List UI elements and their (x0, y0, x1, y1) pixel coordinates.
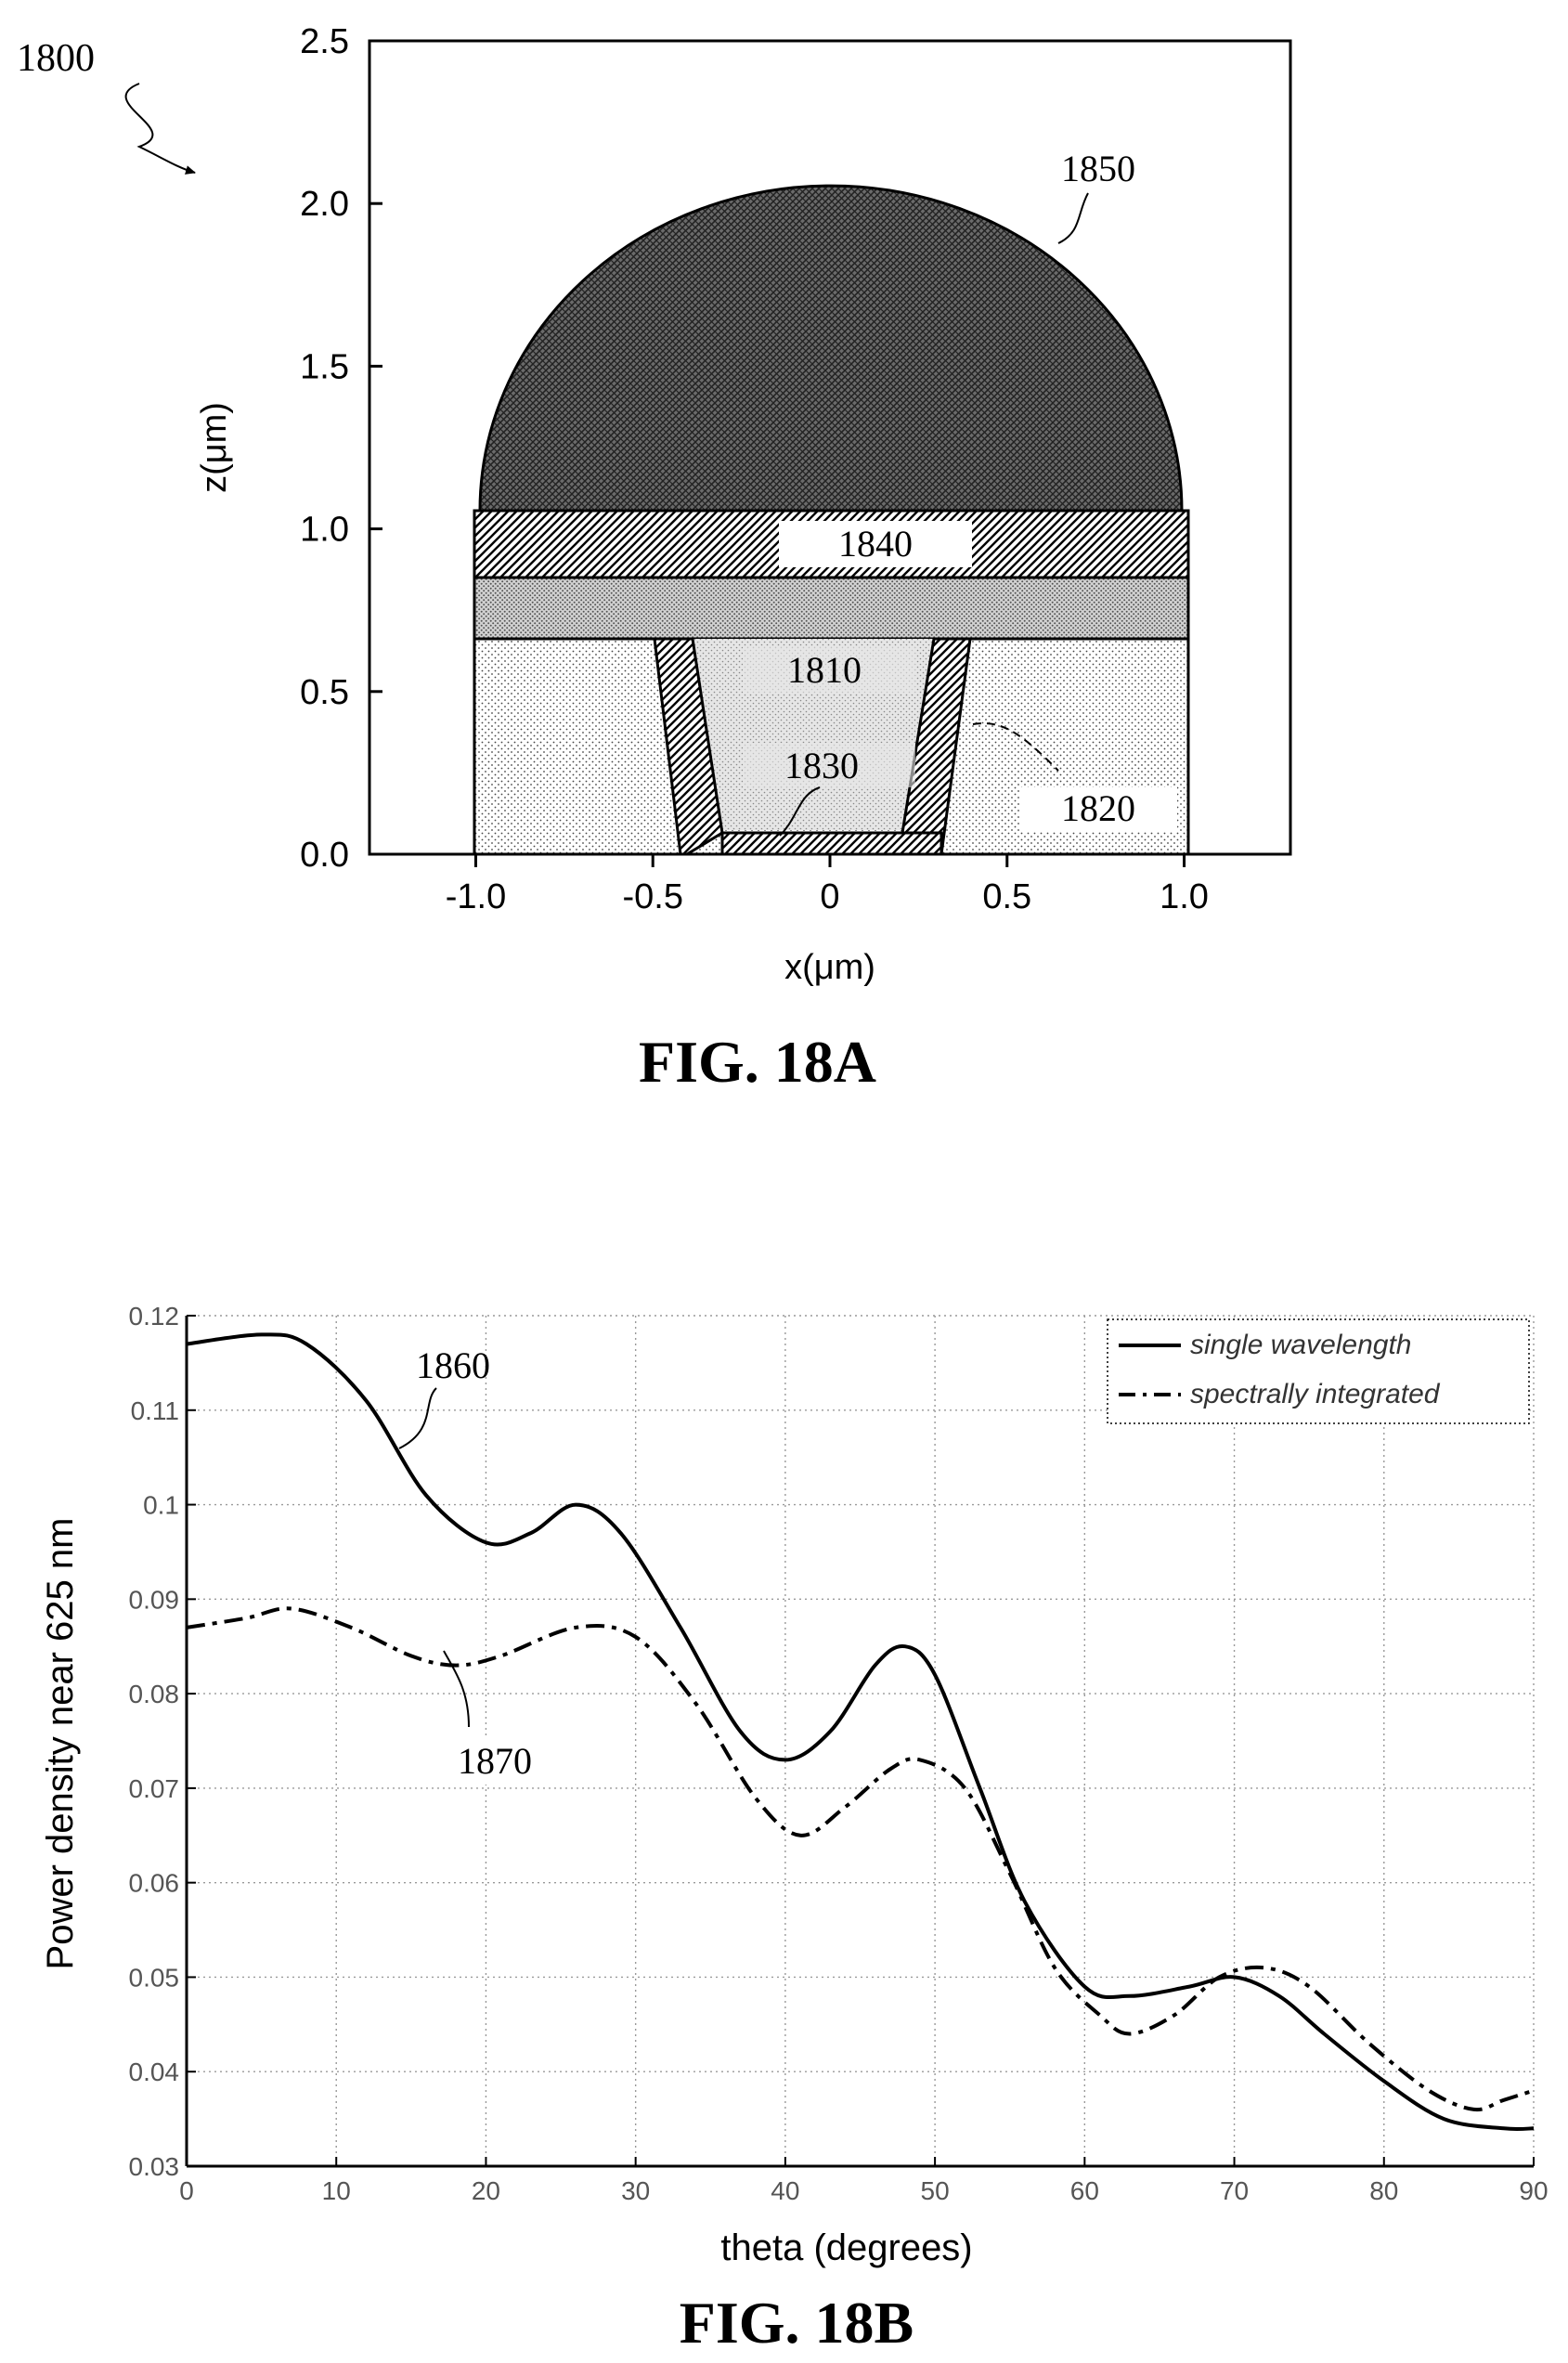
leader-1860 (398, 1387, 437, 1449)
fig18a-xtick-label: 0 (820, 877, 839, 916)
leader-1870 (443, 1650, 470, 1728)
legend-box (1107, 1318, 1530, 1424)
fig18b-ytick-label: 0.09 (129, 1585, 180, 1614)
fig18a-ytick-label: 2.0 (300, 185, 349, 224)
fig18b-legend: single wavelength spectrally integrated (1107, 1318, 1530, 1424)
fig18a-xtick-label: -0.5 (622, 877, 682, 916)
fig18b-ytick-label: 0.12 (129, 1302, 180, 1331)
leader-1850 (1057, 192, 1089, 244)
label-1860: 1860 (416, 1344, 490, 1386)
fig-18b: 0.030.040.050.060.070.080.090.10.110.12 … (40, 1302, 1549, 2356)
fig18b-x-axis: 0 10 20 30 40 50 60 70 80 90 (179, 2157, 1549, 2205)
fig18a-caption: FIG. 18A (639, 1029, 876, 1095)
fig18b-ylabel: Power density near 625 nm (40, 1518, 81, 1970)
fig18b-xtick-label: 20 (472, 2176, 500, 2205)
fig18a-ylabel: z(μm) (195, 402, 234, 493)
label-1810: 1810 (787, 649, 862, 691)
fig18b-ytick-label: 0.03 (129, 2152, 180, 2181)
fig18b-ytick-label: 0.06 (129, 1869, 180, 1898)
fig18a-ytick-label: 0.5 (300, 673, 349, 712)
fig18b-ytick-label: 0.04 (129, 2058, 180, 2086)
fig18a-xtick-label: -1.0 (446, 877, 506, 916)
fig18b-xtick-label: 80 (1369, 2176, 1398, 2205)
fig18a-ytick-label: 1.5 (300, 347, 349, 386)
lens-1850 (478, 184, 1184, 513)
fig18b-xtick-label: 90 (1519, 2176, 1548, 2205)
label-1830: 1830 (784, 745, 859, 786)
fig-18a: 1800 1840 1810 1830 1820 1850 0.0 0.5 1.0 1… (17, 22, 1292, 1095)
wall-left-1820 (653, 637, 724, 856)
fig18a-xlabel: x(μm) (784, 948, 875, 987)
fig18a-ref-number: 1800 (17, 37, 95, 80)
fig18a-y-axis: 0.0 0.5 1.0 1.5 2.0 2.5 (300, 22, 382, 875)
label-1850: 1850 (1061, 148, 1135, 189)
fig18a-xtick-label: 0.5 (982, 877, 1031, 916)
fig18b-series (186, 1332, 1535, 2132)
leader-1830 (779, 786, 821, 837)
series-spectrally-integrated-line (186, 1606, 1535, 2112)
ref-1800-arrow (124, 83, 196, 175)
legend-label-single: single wavelength (1190, 1330, 1412, 1360)
fig18a-ytick-label: 2.5 (300, 22, 349, 61)
fig18b-xtick-label: 60 (1070, 2176, 1099, 2205)
fig18b-y-axis: 0.03 0.04 0.05 0.06 0.07 0.08 0.09 0.1 0.11 0.12 (129, 1302, 196, 2181)
series-single-wavelength-line (186, 1332, 1535, 2132)
layer-middle (473, 576, 1190, 641)
fig18a-ytick-label: 0.0 (300, 836, 349, 875)
fig18b-xtick-label: 50 (921, 2176, 950, 2205)
fig18b-xtick-label: 70 (1220, 2176, 1249, 2205)
fig18b-xtick-label: 30 (621, 2176, 650, 2205)
fig18b-ytick-label: 0.07 (129, 1774, 180, 1803)
fig18a-xtick-label: 1.0 (1160, 877, 1209, 916)
fig18b-xtick-label: 0 (179, 2176, 194, 2205)
legend-label-integrated: spectrally integrated (1190, 1379, 1441, 1409)
layer-1830 (720, 831, 943, 856)
fig18b-ytick-label: 0.11 (131, 1396, 179, 1425)
fig18a-x-axis: -1.0 -0.5 0 0.5 1.0 (446, 854, 1209, 916)
label-1870: 1870 (458, 1740, 532, 1782)
fig18b-ytick-label: 0.1 (143, 1491, 179, 1520)
fig18b-grid (187, 1315, 1535, 2166)
fig18b-caption: FIG. 18B (680, 2290, 914, 2356)
fig18b-ytick-label: 0.08 (129, 1680, 180, 1708)
fig18b-xtick-label: 10 (322, 2176, 351, 2205)
fig18b-xtick-label: 40 (771, 2176, 799, 2205)
leader-1820 (972, 722, 1059, 772)
fig18b-ytick-label: 0.05 (129, 1963, 180, 1992)
label-1820: 1820 (1061, 787, 1135, 829)
fig18b-xlabel: theta (degrees) (720, 2227, 972, 2268)
fig18a-ytick-label: 1.0 (300, 511, 349, 550)
label-1840: 1840 (838, 523, 913, 565)
